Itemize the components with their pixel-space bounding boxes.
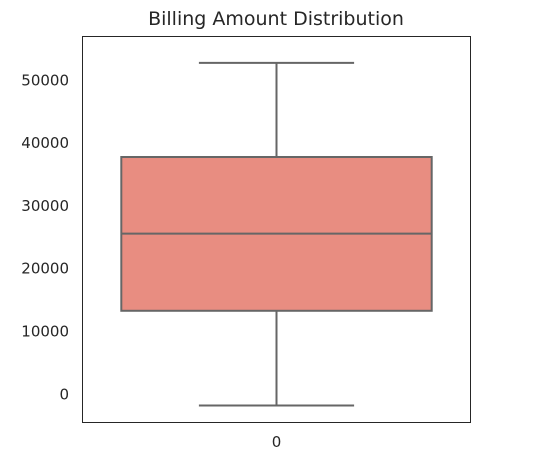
y-tick-label: 30000 <box>21 197 69 215</box>
box-plot-series <box>120 61 433 407</box>
y-tick-label: 40000 <box>21 134 69 152</box>
y-axis-ticks: 0 10000 20000 30000 40000 50000 <box>21 71 69 403</box>
y-tick-label: 0 <box>59 385 69 403</box>
y-tick-label: 20000 <box>21 260 69 278</box>
x-axis-ticks: 0 <box>272 433 282 451</box>
y-tick-label: 50000 <box>21 71 69 89</box>
chart-title: Billing Amount Distribution <box>148 8 404 30</box>
x-tick-label: 0 <box>272 433 282 451</box>
y-tick-label: 10000 <box>21 322 69 340</box>
plot-frame <box>82 36 471 423</box>
